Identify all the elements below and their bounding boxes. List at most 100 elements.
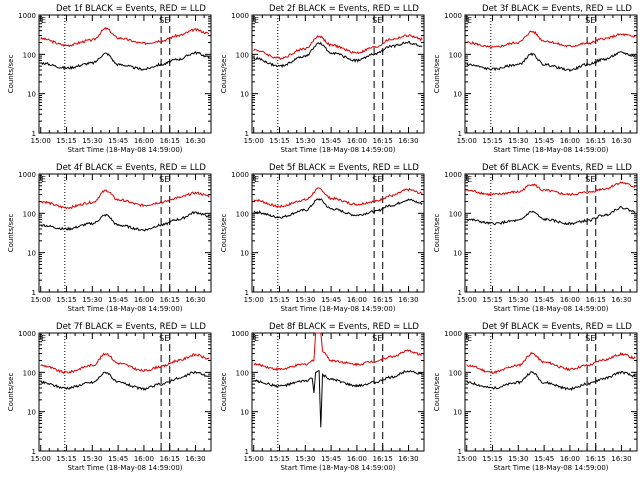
x-tick-label: 15:00: [244, 455, 264, 463]
x-tick-label: 16:00: [560, 455, 580, 463]
x-tick-label: 16:15: [160, 296, 180, 304]
x-tick-label: 16:00: [347, 296, 367, 304]
x-tick-label: 16:15: [586, 137, 606, 145]
marker-label-e: E: [254, 334, 259, 343]
y-tick-label: 10: [27, 250, 36, 258]
y-tick-label: 1000: [18, 12, 36, 20]
events-series-line: [466, 370, 636, 392]
x-tick-label: 16:30: [185, 455, 205, 463]
plot-frame: [251, 14, 425, 134]
lld-series-line: [466, 181, 636, 197]
y-tick-label: 100: [236, 210, 249, 218]
chart-panel-7: Det 7f BLACK = Events, RED = LLD 1 10 100 10…: [7, 322, 212, 472]
chart-title: Det 4f BLACK = Events, RED = LLD: [56, 163, 206, 173]
x-tick-label: 15:45: [321, 455, 341, 463]
y-tick-label: 1: [245, 130, 249, 138]
plot-frame: [251, 173, 425, 293]
x-tick-label: 15:00: [244, 137, 264, 145]
x-tick-label: 15:45: [321, 137, 341, 145]
lld-series-line: [40, 26, 210, 48]
x-tick-label: 16:00: [347, 137, 367, 145]
events-series-line: [466, 51, 636, 73]
y-tick-label: 1: [32, 289, 36, 297]
chart-title: Det 5f BLACK = Events, RED = LLD: [269, 163, 419, 173]
marker-label-se: SE: [159, 16, 169, 25]
y-axis-label: Counts/sec: [7, 55, 15, 94]
x-tick-label: 16:15: [160, 455, 180, 463]
x-tick-label: 15:00: [457, 137, 477, 145]
x-tick-label: 15:15: [56, 455, 76, 463]
marker-label-e: E: [467, 16, 472, 25]
x-axis-label: Start Time (18-May-08 14:59:00): [67, 464, 182, 472]
x-tick-label: 15:30: [295, 296, 315, 304]
x-tick-label: 16:15: [586, 296, 606, 304]
y-tick-label: 1000: [231, 12, 249, 20]
x-tick-label: 15:15: [269, 296, 289, 304]
x-tick-label: 15:15: [269, 455, 289, 463]
x-tick-label: 15:45: [108, 455, 128, 463]
plot-frame: [464, 332, 638, 452]
y-tick-label: 100: [23, 51, 36, 59]
marker-label-se: SE: [159, 334, 169, 343]
x-tick-label: 15:30: [508, 137, 528, 145]
y-tick-label: 1000: [444, 171, 462, 179]
x-tick-label: 16:30: [185, 296, 205, 304]
x-tick-label: 15:30: [295, 455, 315, 463]
y-axis-label: Counts/sec: [433, 214, 441, 253]
x-tick-label: 15:45: [534, 455, 554, 463]
x-tick-label: 15:15: [482, 137, 502, 145]
x-axis-label: Start Time (18-May-08 14:59:00): [493, 464, 608, 472]
y-tick-label: 10: [27, 409, 36, 417]
x-tick-label: 15:00: [457, 296, 477, 304]
x-tick-label: 15:30: [508, 296, 528, 304]
y-tick-label: 100: [236, 51, 249, 59]
y-tick-label: 1000: [18, 171, 36, 179]
plot-frame: [38, 332, 212, 452]
marker-label-se: SE: [372, 16, 382, 25]
x-tick-label: 15:30: [82, 296, 102, 304]
x-axis-label: Start Time (18-May-08 14:59:00): [493, 146, 608, 154]
events-series-line: [40, 210, 210, 232]
x-tick-label: 15:00: [31, 296, 51, 304]
chart-panel-1: Det 1f BLACK = Events, RED = LLD 1 10 100 10…: [7, 4, 212, 154]
x-tick-label: 15:00: [31, 137, 51, 145]
x-axis-label: Start Time (18-May-08 14:59:00): [280, 464, 395, 472]
events-series-line: [466, 205, 636, 226]
y-tick-label: 100: [236, 369, 249, 377]
y-tick-label: 10: [240, 91, 249, 99]
y-tick-label: 10: [27, 91, 36, 99]
y-tick-label: 10: [240, 250, 249, 258]
plot-frame: [38, 173, 212, 293]
x-tick-label: 16:00: [560, 296, 580, 304]
marker-label-e: E: [41, 16, 46, 25]
x-tick-label: 15:45: [321, 296, 341, 304]
x-tick-label: 15:45: [534, 137, 554, 145]
x-tick-label: 16:00: [134, 455, 154, 463]
marker-label-se: SE: [585, 16, 595, 25]
x-tick-label: 15:45: [108, 137, 128, 145]
y-tick-label: 1: [32, 448, 36, 456]
x-tick-label: 15:15: [482, 296, 502, 304]
chart-title: Det 7f BLACK = Events, RED = LLD: [56, 322, 206, 332]
x-tick-label: 15:30: [82, 455, 102, 463]
x-axis-label: Start Time (18-May-08 14:59:00): [493, 305, 608, 313]
x-tick-label: 15:45: [108, 296, 128, 304]
y-tick-label: 100: [23, 369, 36, 377]
y-axis-label: Counts/sec: [220, 373, 228, 412]
x-tick-label: 15:30: [295, 137, 315, 145]
y-tick-label: 1: [245, 448, 249, 456]
y-axis-label: Counts/sec: [7, 373, 15, 412]
chart-title: Det 6f BLACK = Events, RED = LLD: [482, 163, 632, 173]
x-tick-label: 16:15: [373, 137, 393, 145]
x-tick-label: 16:30: [398, 455, 418, 463]
chart-panel-2: Det 2f BLACK = Events, RED = LLD 1 10 100 10…: [220, 4, 425, 154]
x-tick-label: 15:30: [508, 455, 528, 463]
x-tick-label: 16:30: [185, 137, 205, 145]
chart-panel-9: Det 9f BLACK = Events, RED = LLD 1 10 100 10…: [433, 322, 638, 472]
x-tick-label: 16:30: [398, 296, 418, 304]
marker-label-se: SE: [159, 175, 169, 184]
marker-label-se: SE: [372, 175, 382, 184]
x-axis-label: Start Time (18-May-08 14:59:00): [280, 305, 395, 313]
y-tick-label: 10: [240, 409, 249, 417]
